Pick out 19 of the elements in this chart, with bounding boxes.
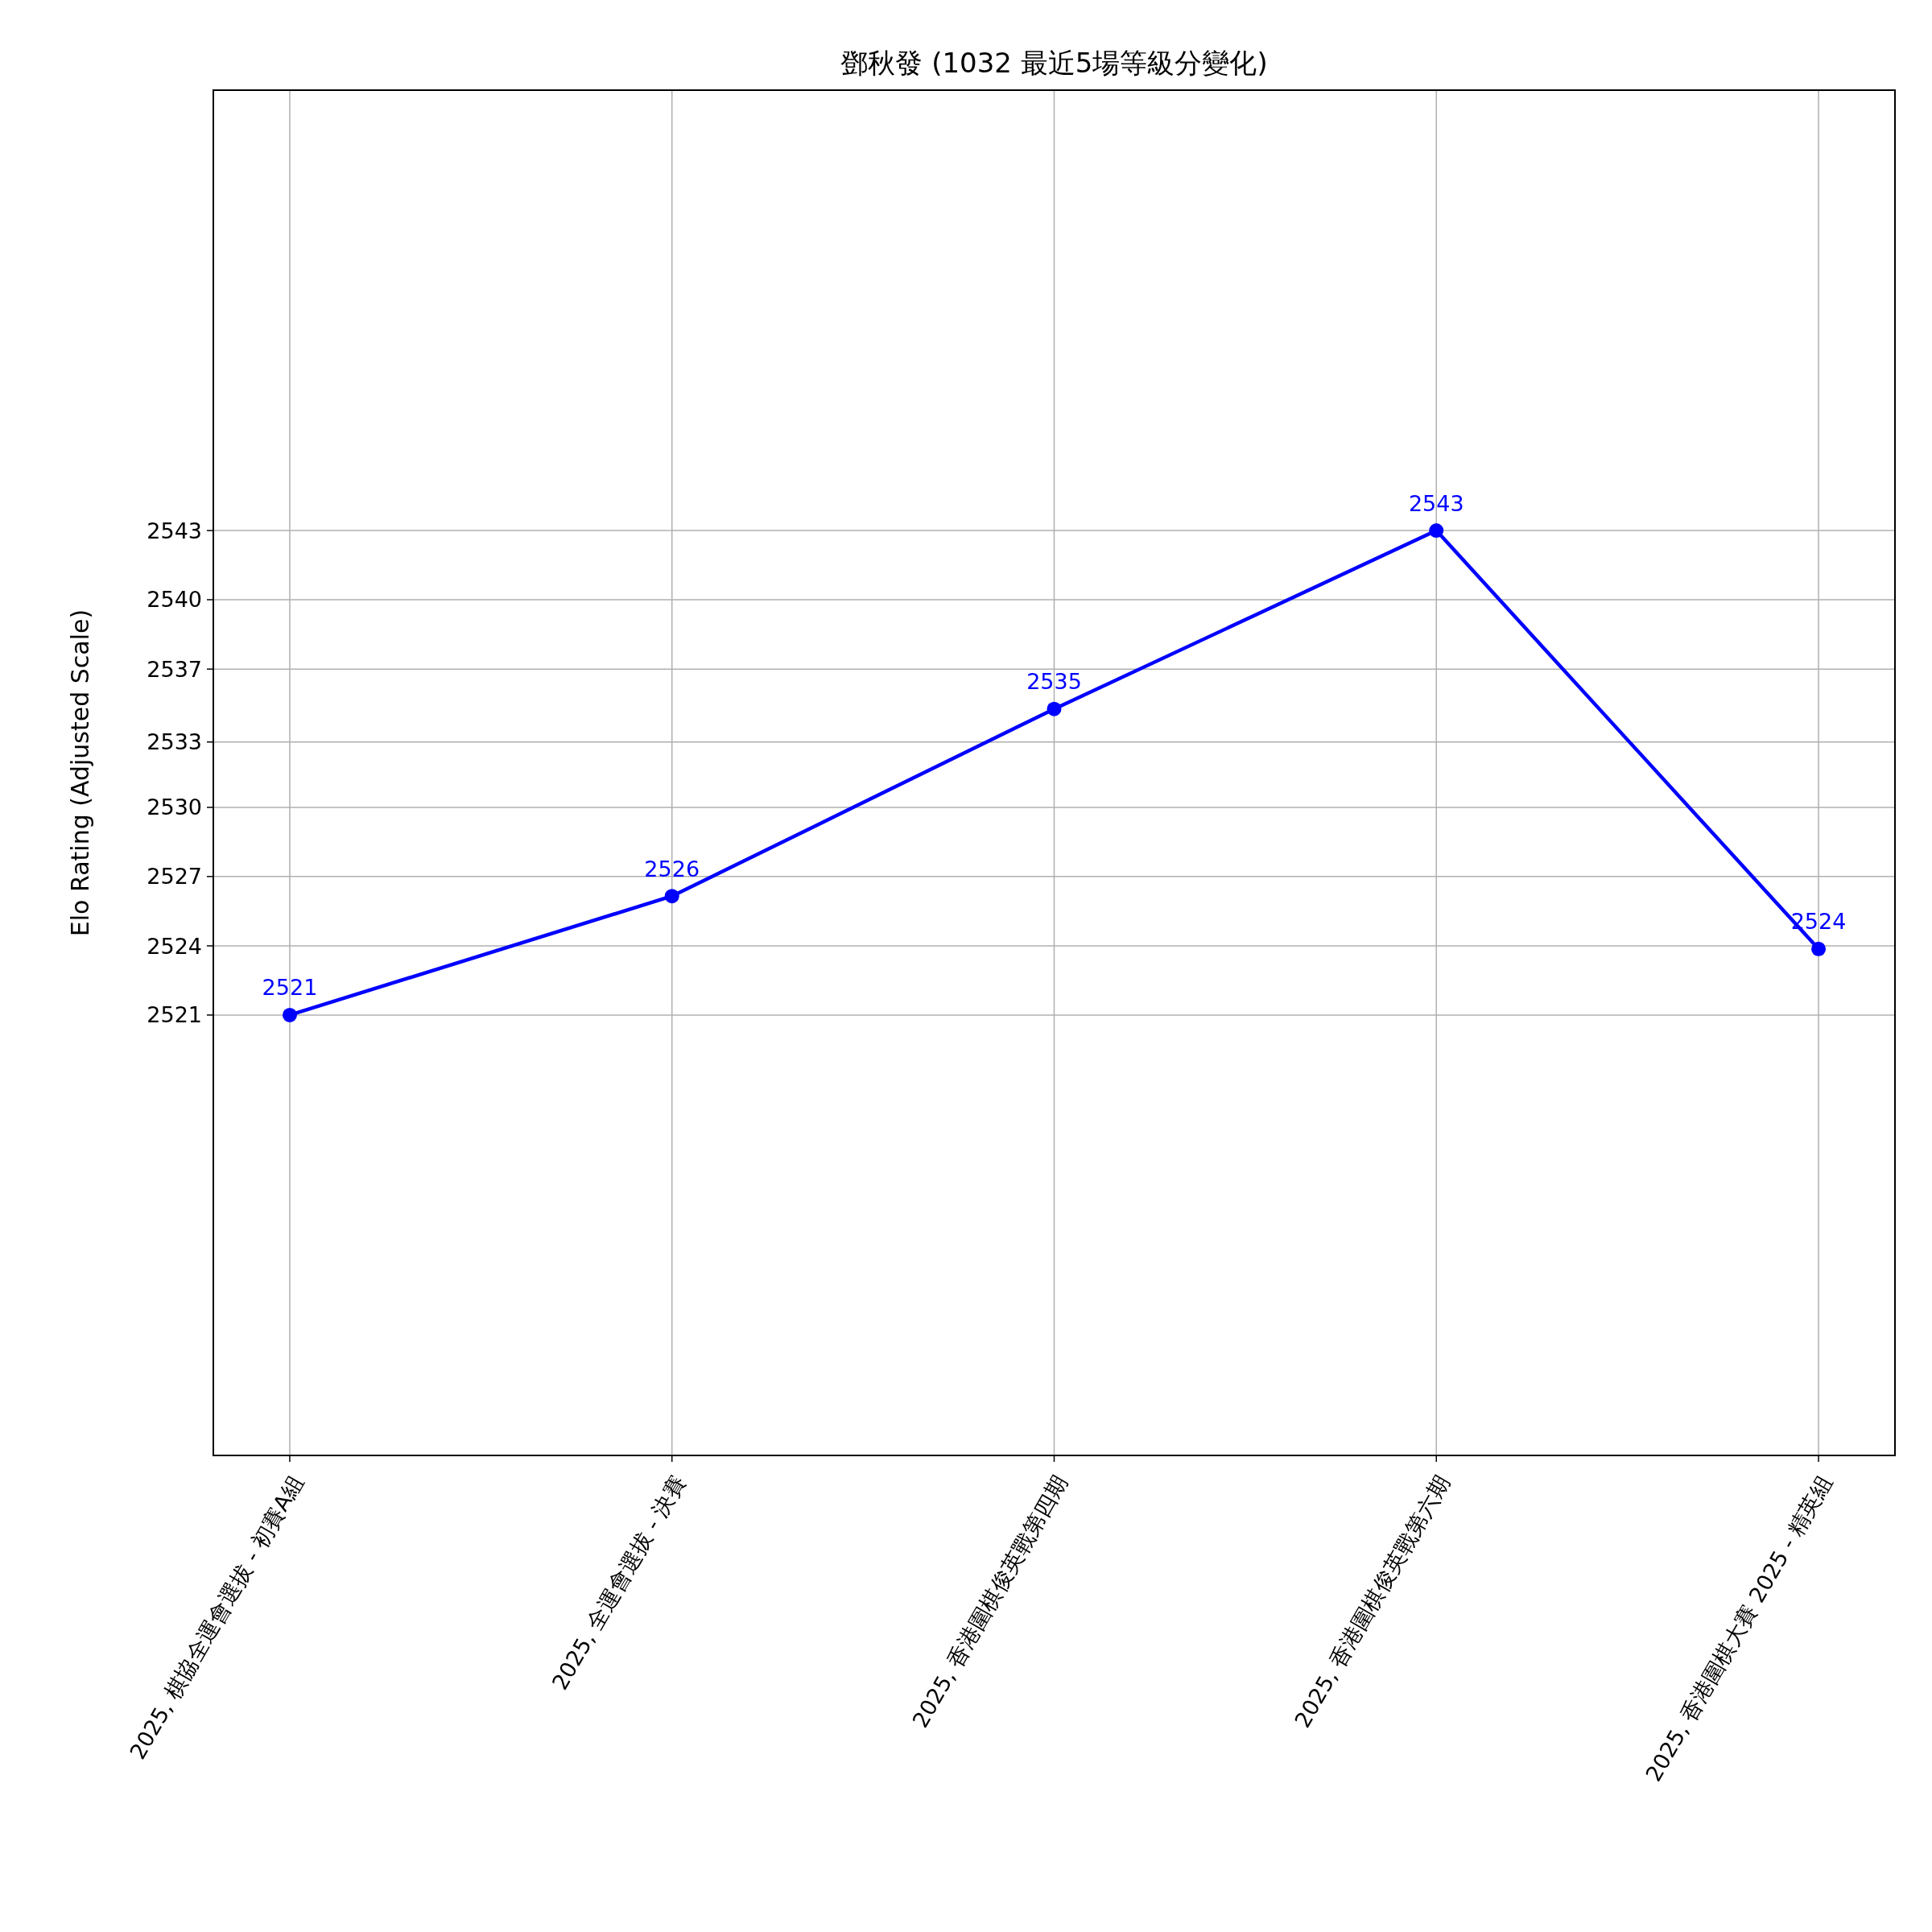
data-label: 2526 (644, 856, 700, 881)
y-tick-label: 2533 (147, 729, 202, 755)
point (1046, 701, 1062, 716)
y-tick-label: 2527 (147, 864, 202, 890)
data-label: 2521 (262, 975, 318, 1001)
data-label: 2535 (1026, 669, 1082, 695)
y-tick-label: 2543 (147, 518, 202, 543)
y-tick-label: 2524 (147, 933, 202, 959)
y-axis-title: Elo Rating (Adjusted Scale) (66, 609, 94, 937)
point (1429, 523, 1444, 539)
y-tick-label: 2521 (147, 1002, 202, 1028)
y-tick-label: 2537 (147, 656, 202, 682)
y-tick-label: 2530 (147, 795, 202, 820)
point (1811, 941, 1827, 956)
chart-title: 鄧秋發 (1032 最近5場等級分變化) (840, 47, 1268, 79)
data-label: 2543 (1408, 490, 1464, 516)
point (664, 889, 679, 904)
y-tick-label: 2540 (147, 587, 202, 613)
point (282, 1007, 297, 1022)
